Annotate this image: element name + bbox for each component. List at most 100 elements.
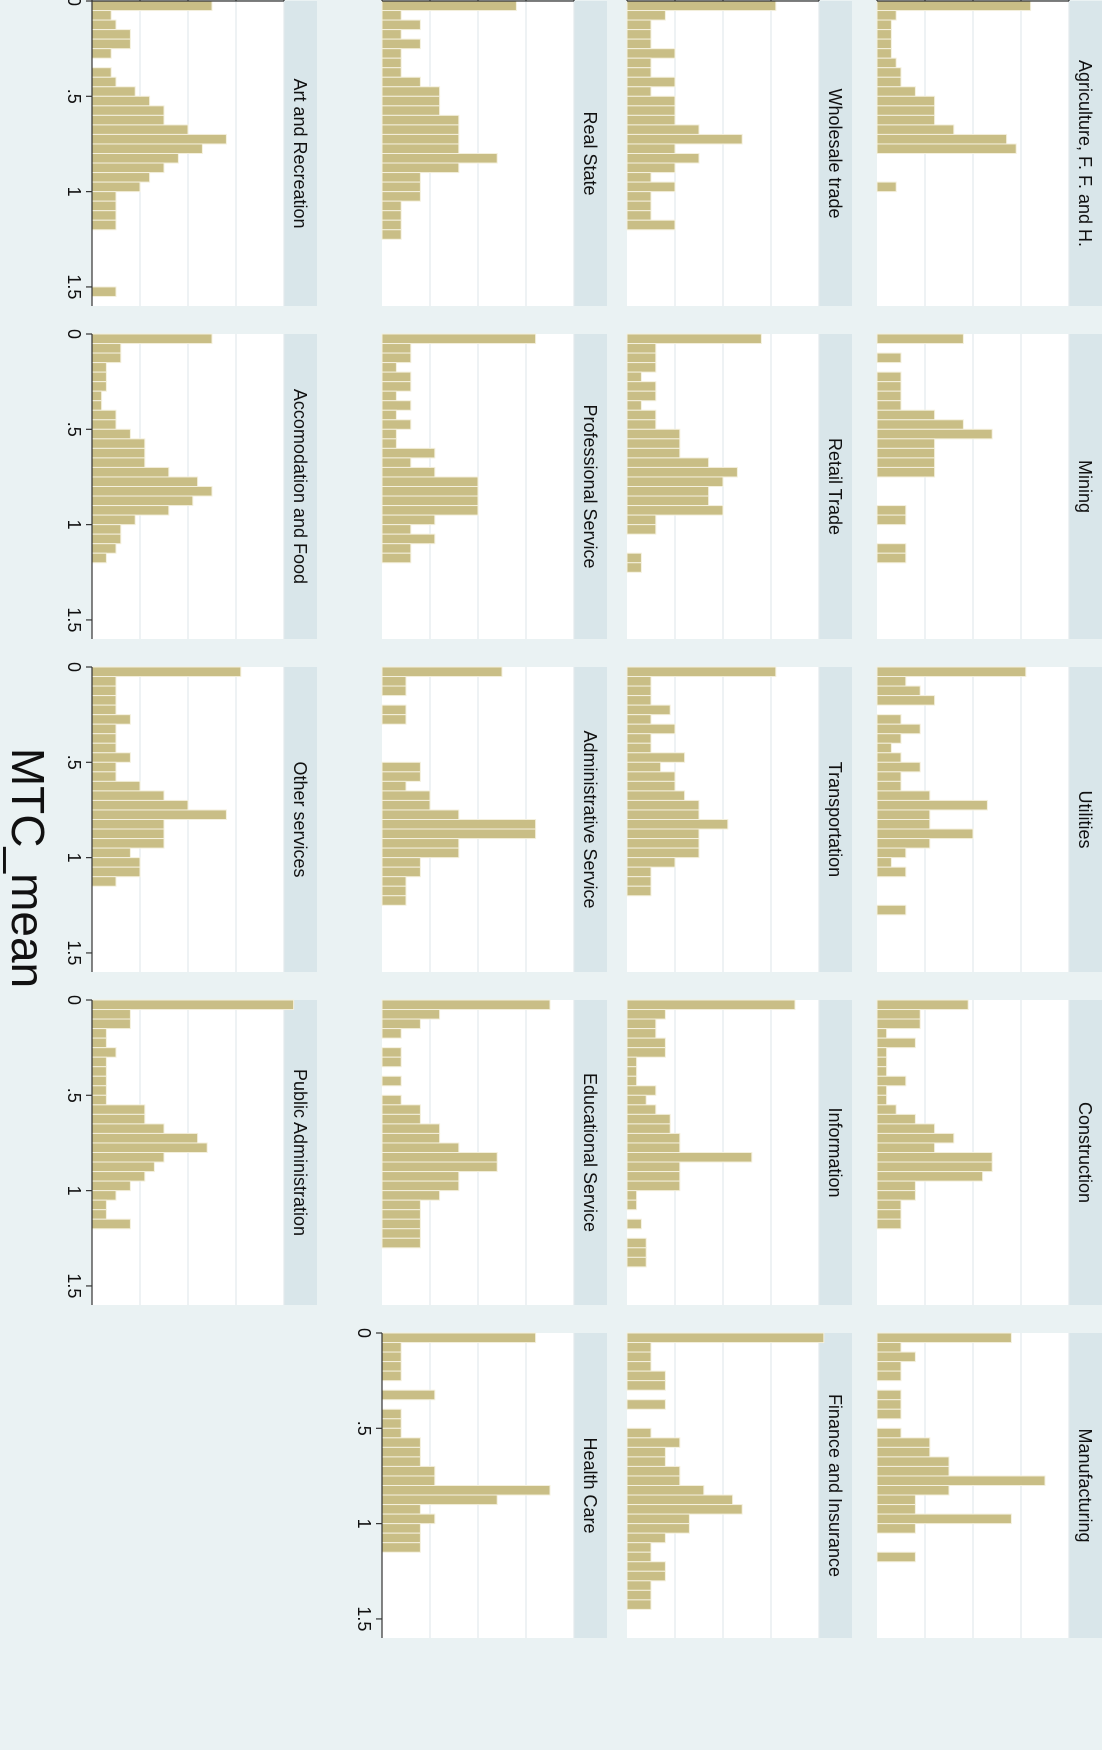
histogram-bar bbox=[876, 1199, 902, 1211]
histogram-bar bbox=[91, 838, 165, 849]
histogram-bar bbox=[381, 419, 412, 430]
histogram-bar bbox=[91, 761, 117, 773]
histogram-bar bbox=[381, 333, 537, 345]
panel-title: Administrative Service bbox=[580, 730, 600, 908]
histogram-bar bbox=[381, 466, 436, 478]
histogram-bar bbox=[876, 438, 936, 449]
histogram-bar bbox=[626, 1561, 666, 1572]
histogram-bar bbox=[876, 904, 907, 916]
histogram-bar bbox=[91, 1113, 146, 1125]
histogram-bar bbox=[626, 552, 642, 564]
histogram-bar bbox=[381, 172, 421, 183]
histogram-bar bbox=[91, 1132, 199, 1144]
histogram-bar bbox=[626, 1094, 647, 1106]
histogram-bar bbox=[381, 191, 421, 202]
histogram-bar bbox=[91, 1066, 107, 1077]
panel-strip bbox=[574, 667, 607, 972]
histogram-bar bbox=[91, 486, 213, 497]
histogram-bar bbox=[626, 210, 652, 221]
histogram-bar bbox=[91, 48, 112, 59]
histogram-bar bbox=[876, 828, 974, 840]
histogram-bar bbox=[91, 447, 146, 459]
histogram-bar bbox=[626, 38, 652, 50]
histogram-bar bbox=[91, 505, 170, 516]
histogram-bar bbox=[381, 666, 503, 678]
histogram-bar bbox=[626, 1342, 652, 1353]
panel-title: Accomodation and Food bbox=[290, 389, 310, 584]
histogram-bar bbox=[626, 752, 686, 763]
histogram-bar bbox=[876, 133, 1008, 145]
panel-strip bbox=[284, 1000, 317, 1305]
histogram-bar bbox=[91, 333, 213, 345]
histogram-bar bbox=[381, 1389, 436, 1401]
panel-strip bbox=[284, 667, 317, 972]
histogram-bar bbox=[381, 505, 479, 516]
panel-strip bbox=[574, 1, 607, 306]
panel: Retail Trade bbox=[626, 333, 852, 639]
panel-strip bbox=[574, 1000, 607, 1305]
histogram-bar bbox=[91, 819, 165, 830]
histogram-bar bbox=[91, 352, 122, 364]
histogram-bar bbox=[91, 86, 136, 97]
histogram-bar bbox=[381, 838, 460, 849]
histogram-bar bbox=[91, 286, 117, 297]
histogram-bar bbox=[381, 229, 402, 240]
histogram-bar bbox=[91, 799, 189, 811]
histogram-bar bbox=[626, 1570, 666, 1582]
histogram-bar bbox=[626, 10, 666, 21]
panel: Wholesale trade01234 bbox=[626, 0, 852, 306]
panel-title: Other services bbox=[290, 761, 310, 877]
histogram-bar bbox=[91, 19, 117, 31]
panel: Art and Recreation012340.511.5 bbox=[64, 0, 317, 306]
histogram-bar bbox=[876, 685, 921, 697]
histogram-bar bbox=[626, 1066, 638, 1077]
histogram-bar bbox=[626, 1456, 666, 1467]
histogram-bar bbox=[626, 1075, 638, 1087]
histogram-bar bbox=[91, 409, 117, 421]
histogram-bar bbox=[876, 1047, 888, 1058]
histogram-bar bbox=[91, 742, 117, 754]
histogram-bar bbox=[91, 714, 131, 725]
histogram-bar bbox=[876, 1370, 902, 1382]
histogram-bar bbox=[626, 838, 700, 849]
panel: Educational Service bbox=[381, 999, 607, 1305]
histogram-bar bbox=[876, 1437, 931, 1448]
histogram-bar bbox=[876, 1113, 916, 1125]
histogram-bar bbox=[876, 799, 988, 811]
histogram-bar bbox=[876, 1408, 902, 1420]
histogram-bar bbox=[381, 1523, 421, 1534]
histogram-bar bbox=[381, 48, 402, 59]
histogram-bar bbox=[626, 1018, 657, 1030]
histogram-bar bbox=[381, 1104, 421, 1115]
histogram-bar bbox=[381, 438, 397, 449]
panel: Finance and Insurance bbox=[626, 1332, 852, 1638]
histogram-bar bbox=[876, 790, 931, 801]
histogram-bar bbox=[626, 676, 652, 687]
histogram-bar bbox=[626, 1380, 666, 1391]
histogram-bar bbox=[91, 866, 141, 878]
histogram-bar bbox=[91, 181, 141, 193]
histogram-bar bbox=[626, 495, 710, 507]
histogram-bar bbox=[381, 362, 397, 373]
histogram-bar bbox=[876, 552, 907, 564]
histogram-bar bbox=[876, 866, 907, 878]
histogram-bar bbox=[381, 714, 407, 725]
histogram-bar bbox=[626, 1056, 638, 1068]
histogram-bar bbox=[91, 733, 117, 744]
histogram-bar bbox=[381, 1237, 421, 1249]
histogram-bar bbox=[626, 1180, 681, 1192]
histogram-bar bbox=[91, 10, 112, 21]
histogram-bar bbox=[381, 95, 441, 107]
histogram-bar bbox=[381, 866, 421, 878]
histogram-bar bbox=[381, 1351, 402, 1363]
panel: Other services 0 .5 1 1.5 bbox=[64, 662, 317, 972]
panel-title: Transportation bbox=[825, 762, 845, 877]
histogram-bar bbox=[381, 1199, 421, 1211]
histogram-bar bbox=[626, 999, 796, 1011]
histogram-bar bbox=[876, 714, 902, 725]
histogram-bar bbox=[626, 704, 671, 716]
histogram-bar bbox=[381, 1075, 402, 1087]
x-tick-label: 0 bbox=[64, 329, 84, 339]
histogram-bar bbox=[381, 543, 412, 554]
panel-strip bbox=[284, 334, 317, 639]
